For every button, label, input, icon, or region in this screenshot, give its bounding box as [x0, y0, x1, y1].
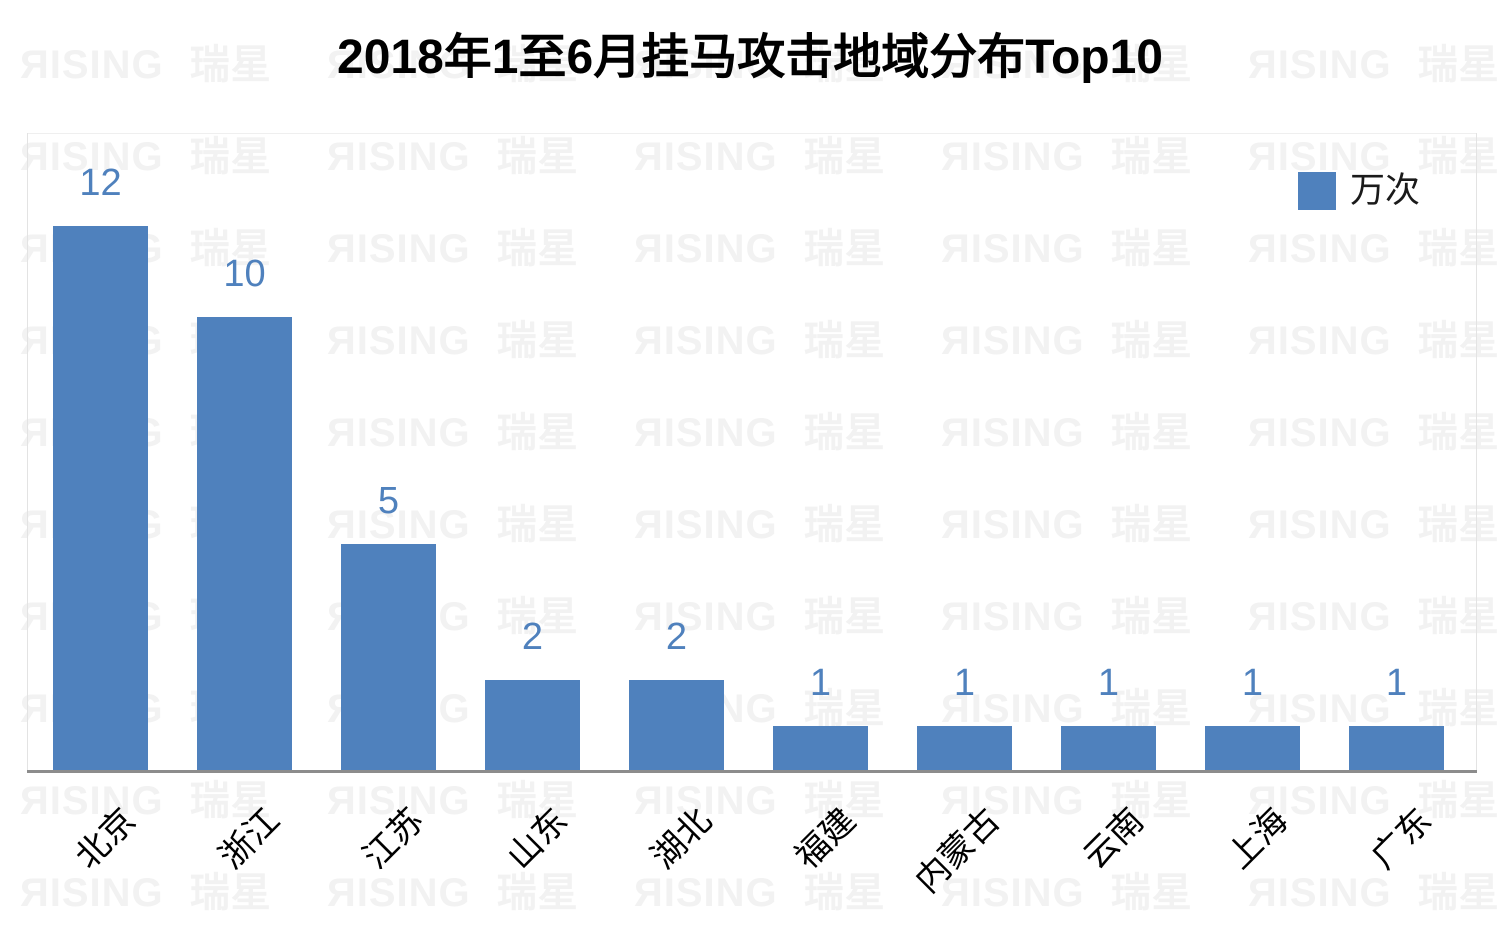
- bar: [1349, 726, 1444, 771]
- x-axis-line: [27, 770, 1477, 773]
- bar: [53, 226, 148, 771]
- bar-value-label: 1: [1097, 662, 1120, 704]
- watermark-text: ЯISING 瑞星: [634, 411, 886, 455]
- bar-value-label: 1: [1385, 662, 1408, 704]
- bar: [485, 680, 580, 771]
- chart-title: 2018年1至6月挂马攻击地域分布Top10: [337, 31, 1163, 84]
- watermark-text: ЯISING 瑞星: [634, 871, 886, 915]
- plot-border-left: [27, 133, 28, 771]
- legend-label: 万次: [1350, 171, 1421, 210]
- watermark-text: ЯISING 瑞星: [1248, 411, 1500, 455]
- watermark-text: ЯISING 瑞星: [634, 503, 886, 547]
- watermark-text: ЯISING 瑞星: [634, 779, 886, 823]
- watermark-text: ЯISING 瑞星: [634, 135, 886, 179]
- watermark-text: ЯISING 瑞星: [941, 871, 1193, 915]
- bar-value-label: 5: [377, 480, 400, 522]
- bar-value-label: 10: [223, 253, 266, 295]
- watermark-text: ЯISING 瑞星: [327, 503, 579, 547]
- bar-value-label: 2: [521, 616, 544, 658]
- watermark-text: ЯISING 瑞星: [634, 43, 886, 87]
- watermark-text: ЯISING 瑞星: [941, 595, 1193, 639]
- watermark-text: ЯISING 瑞星: [20, 871, 272, 915]
- watermark-text: ЯISING 瑞星: [941, 135, 1193, 179]
- bar: [773, 726, 868, 771]
- watermark-text: ЯISING 瑞星: [1248, 779, 1500, 823]
- watermark-text: ЯISING 瑞星: [941, 43, 1193, 87]
- plot-border-top: [27, 133, 1477, 134]
- watermark-text: ЯISING 瑞星: [327, 411, 579, 455]
- bar: [917, 726, 1012, 771]
- bar-value-label: 1: [809, 662, 832, 704]
- bar: [341, 544, 436, 771]
- bar: [629, 680, 724, 771]
- bar-value-label: 2: [665, 616, 688, 658]
- bar: [1061, 726, 1156, 771]
- watermark-text: ЯISING 瑞星: [941, 411, 1193, 455]
- plot-border-right: [1476, 133, 1477, 771]
- bar-value-label: 1: [953, 662, 976, 704]
- watermark-text: ЯISING 瑞星: [327, 779, 579, 823]
- bar-value-label: 12: [79, 162, 122, 204]
- watermark-text: ЯISING 瑞星: [327, 227, 579, 271]
- watermark-text: ЯISING 瑞星: [941, 227, 1193, 271]
- watermark-text: ЯISING 瑞星: [327, 319, 579, 363]
- watermark-text: ЯISING 瑞星: [20, 779, 272, 823]
- watermark-text: ЯISING 瑞星: [20, 135, 272, 179]
- watermark-text: ЯISING 瑞星: [327, 43, 579, 87]
- watermark-text: ЯISING 瑞星: [941, 319, 1193, 363]
- watermark-text: ЯISING 瑞星: [1248, 687, 1500, 731]
- legend: 万次: [1298, 172, 1420, 210]
- watermark-text: ЯISING 瑞星: [941, 503, 1193, 547]
- watermark-text: ЯISING 瑞星: [20, 43, 272, 87]
- watermark-text: ЯISING 瑞星: [634, 595, 886, 639]
- watermark-text: ЯISING 瑞星: [634, 319, 886, 363]
- watermark-text: ЯISING 瑞星: [1248, 503, 1500, 547]
- watermark-text: ЯISING 瑞星: [941, 779, 1193, 823]
- watermark-text: ЯISING 瑞星: [1248, 319, 1500, 363]
- watermark-text: ЯISING 瑞星: [1248, 43, 1500, 87]
- bar: [197, 317, 292, 771]
- watermark-text: ЯISING 瑞星: [1248, 595, 1500, 639]
- bar: [1205, 726, 1300, 771]
- bar-value-label: 1: [1241, 662, 1264, 704]
- watermark-text: ЯISING 瑞星: [1248, 135, 1500, 179]
- watermark-text: ЯISING 瑞星: [941, 687, 1193, 731]
- watermark-text: ЯISING 瑞星: [1248, 871, 1500, 915]
- legend-swatch: [1298, 172, 1336, 210]
- watermark-text: ЯISING 瑞星: [634, 227, 886, 271]
- watermark-text: ЯISING 瑞星: [327, 871, 579, 915]
- watermark-text: ЯISING 瑞星: [327, 135, 579, 179]
- watermark-text: ЯISING 瑞星: [1248, 227, 1500, 271]
